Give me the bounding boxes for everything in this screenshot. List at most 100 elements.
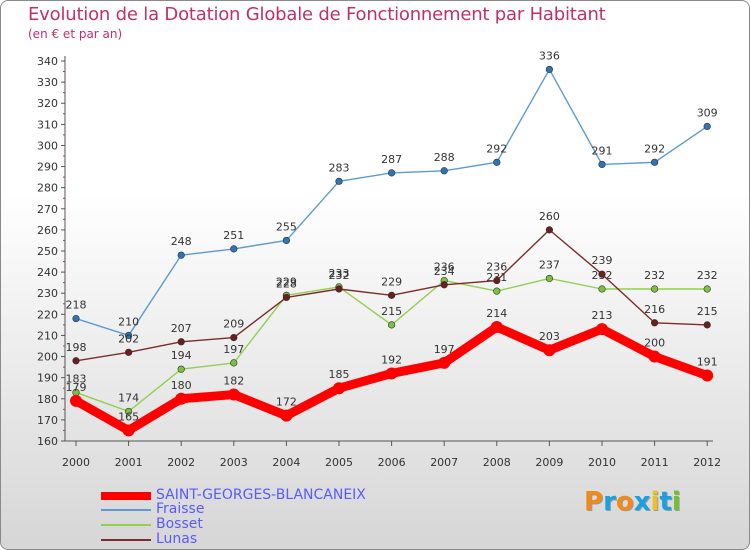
data-point (72, 357, 80, 365)
data-point (596, 323, 608, 336)
data-point (493, 287, 501, 295)
data-point (282, 236, 291, 245)
data-label: 215 (697, 305, 718, 318)
data-label: 291 (592, 144, 613, 157)
data-label: 165 (118, 410, 139, 423)
data-label: 179 (66, 381, 87, 394)
data-point (72, 314, 80, 323)
data-label: 172 (276, 396, 297, 409)
data-label: 194 (171, 349, 192, 362)
data-label: 288 (434, 151, 455, 164)
data-point (543, 344, 556, 357)
logo-letter: i (650, 487, 660, 517)
legend-label-bosset: Bosset (156, 516, 203, 532)
data-point (545, 226, 554, 234)
legend-item-fraisse: Fraisse (101, 501, 204, 518)
data-point (545, 274, 554, 283)
data-label: 207 (171, 322, 192, 335)
data-label: 236 (486, 261, 507, 274)
data-label: 198 (66, 341, 87, 354)
data-point (124, 407, 133, 416)
data-point (598, 285, 606, 293)
data-label: 200 (644, 337, 665, 350)
data-label: 260 (539, 210, 560, 223)
data-point (335, 285, 343, 293)
y-tick-label: 230 (37, 287, 58, 300)
data-label: 248 (171, 235, 192, 248)
data-point (598, 270, 606, 278)
data-point (438, 356, 451, 369)
data-point (124, 331, 133, 340)
data-point (122, 424, 135, 437)
data-label: 214 (486, 307, 507, 320)
data-label: 309 (697, 106, 718, 119)
data-label: 182 (223, 375, 244, 388)
data-point (388, 169, 396, 177)
data-point (230, 359, 238, 367)
data-point (650, 319, 659, 327)
legend-swatch-fraisse (101, 508, 151, 511)
y-tick-label: 300 (37, 139, 58, 152)
proxiti-logo: Proxiti (584, 487, 681, 517)
data-label: 191 (697, 356, 718, 369)
x-tick-label: 2006 (378, 456, 406, 469)
y-tick-label: 270 (37, 203, 58, 216)
data-point (650, 158, 659, 166)
data-point (703, 285, 711, 293)
data-label: 174 (118, 391, 139, 404)
data-point (124, 348, 133, 356)
data-point (493, 276, 501, 285)
data-point (333, 382, 345, 395)
y-tick-label: 200 (37, 351, 58, 364)
legend-swatch-saint-georges (101, 491, 151, 500)
x-tick-label: 2010 (588, 456, 616, 469)
data-label: 202 (118, 332, 139, 345)
data-label: 251 (223, 229, 244, 242)
x-tick-label: 2001 (115, 456, 143, 469)
data-point (177, 365, 185, 373)
logo-letter: P (584, 487, 604, 517)
data-point (280, 409, 293, 422)
logo-letter: r (603, 487, 616, 517)
legend-label-lunas: Lunas (156, 531, 198, 547)
data-point (175, 392, 188, 405)
logo-letter: o (615, 487, 634, 517)
data-point (385, 367, 398, 380)
data-label: 287 (381, 153, 402, 166)
x-tick-label: 2008 (483, 456, 511, 469)
legend-item-lunas: Lunas (101, 531, 197, 548)
data-point (177, 338, 185, 346)
data-label: 229 (276, 275, 297, 288)
data-point (440, 281, 448, 289)
data-label: 209 (223, 318, 244, 331)
chart-subtitle: (en € et par an) (28, 27, 123, 41)
data-label: 255 (276, 220, 297, 233)
data-point (490, 321, 503, 333)
logo-letter: t (659, 487, 672, 517)
data-point (388, 291, 396, 299)
legend-item-saint-georges: SAINT-GEORGES-BLANCANEIX (101, 487, 366, 504)
data-label: 292 (486, 142, 507, 155)
data-point (648, 350, 661, 363)
data-label: 216 (644, 303, 665, 316)
data-label: 192 (381, 353, 402, 366)
data-label: 232 (329, 269, 350, 282)
legend-swatch-bosset (101, 523, 151, 526)
legend-item-bosset: Bosset (101, 516, 203, 533)
data-label: 236 (434, 261, 455, 274)
logo-letter: x (633, 487, 651, 517)
data-label: 234 (434, 265, 455, 278)
data-label: 336 (539, 49, 560, 62)
data-point (335, 177, 343, 185)
data-point (282, 293, 291, 302)
y-tick-label: 240 (37, 266, 58, 279)
data-point (703, 321, 711, 329)
data-label: 210 (118, 315, 139, 328)
data-label: 215 (381, 305, 402, 318)
data-label: 180 (171, 379, 192, 392)
data-point (70, 394, 82, 407)
x-tick-label: 2009 (535, 456, 563, 469)
legend-label-saint-georges: SAINT-GEORGES-BLANCANEIX (156, 487, 366, 503)
data-label: 203 (539, 330, 560, 343)
